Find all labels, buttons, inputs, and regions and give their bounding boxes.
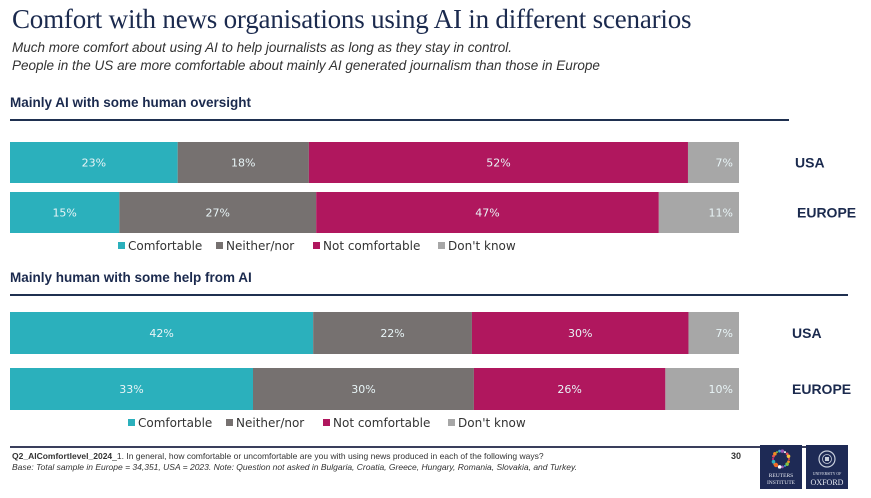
oxford-logo-line-2: OXFORD <box>810 478 844 487</box>
legend-label-comfortable: Comfortable <box>128 239 202 253</box>
chart-2-divider <box>10 294 848 296</box>
reuters-logo-dot <box>788 458 790 460</box>
legend-swatch-not-comfortable <box>323 419 330 426</box>
chart-1-title: Mainly AI with some human oversight <box>10 95 252 110</box>
legend-swatch-comfortable <box>128 419 135 426</box>
reuters-logo-line-1: REUTERS <box>768 473 794 479</box>
reuters-logo-dot <box>777 465 782 469</box>
reuters-institute-logo: REUTERS INSTITUTE <box>760 445 802 489</box>
subtitle-line-2: People in the US are more comfortable ab… <box>12 58 600 73</box>
legend-swatch-neither-nor <box>226 419 233 426</box>
legend-swatch-comfortable <box>118 242 125 249</box>
bar-segment-europe-dont-know <box>665 368 739 410</box>
reuters-logo-dot <box>786 454 791 459</box>
bar-segment-usa-comfortable <box>10 142 178 183</box>
legend-label-comfortable: Comfortable <box>138 416 212 430</box>
category-label-usa: USA <box>792 325 822 341</box>
reuters-logo-dot <box>784 451 786 454</box>
data-label-usa-not-comfortable: 30% <box>568 327 592 340</box>
reuters-logo-dot <box>780 465 784 469</box>
reuters-logo-dot <box>784 464 786 467</box>
legend-label-dont-know: Don't know <box>448 239 516 253</box>
data-label-europe-comfortable: 33% <box>119 383 143 396</box>
subtitle-line-1: Much more comfort about using AI to help… <box>12 40 513 55</box>
legend-label-not-comfortable: Not comfortable <box>323 239 420 253</box>
chart-human-with-ai-help: 42% 22% 30% 7% USA 33% 30% 26% 10% EUROPE Comforta… <box>10 312 851 430</box>
reuters-logo-dot <box>773 462 779 468</box>
chart-2-title: Mainly human with some help from AI <box>10 270 252 285</box>
data-label-europe-not-comfortable: 26% <box>557 383 581 396</box>
question-code: Q2_AIComfortlevel_2024 <box>12 451 113 461</box>
bar-segment-europe-comfortable <box>10 368 253 410</box>
reuters-logo-line-2: INSTITUTE <box>766 480 796 486</box>
question-text: _1. In general, how comfortable or uncom… <box>112 451 544 461</box>
legend-swatch-not-comfortable <box>313 242 320 249</box>
bar-segment-europe-dont-know <box>658 192 739 233</box>
legend-label-neither-nor: Neither/nor <box>226 239 294 253</box>
data-label-usa-not-comfortable: 52% <box>486 157 510 170</box>
reuters-logo-dot <box>771 459 776 464</box>
reuters-logo-dot <box>785 462 789 466</box>
oxford-logo-line-1: UNIVERSITY OF <box>812 472 842 476</box>
reuters-logo-dot <box>776 451 778 454</box>
legend-swatch-dont-know <box>438 242 445 249</box>
footer-divider <box>10 446 848 448</box>
reuters-logo-dot <box>785 452 789 456</box>
chart-ai-oversight: 23% 18% 52% 7% USA 15% 27% 47% 11% EUROPE Comforta… <box>10 142 856 253</box>
category-label-europe: EUROPE <box>792 381 851 397</box>
legend-label-dont-know: Don't know <box>458 416 526 430</box>
page-title: Comfort with news organisations using AI… <box>12 4 692 34</box>
reuters-logo-dot <box>778 449 782 453</box>
bar-segment-usa-neither-nor <box>177 142 309 183</box>
reuters-logo-dot <box>787 460 790 464</box>
data-label-europe-dont-know: 10% <box>709 383 733 396</box>
footnote-question: Q2_AIComfortlevel_2024_1. In general, ho… <box>12 451 544 461</box>
bar-segment-usa-dont-know <box>687 142 739 183</box>
data-label-usa-dont-know: 7% <box>716 157 733 170</box>
data-label-europe-dont-know: 11% <box>709 207 733 220</box>
bar-segment-europe-neither-nor <box>253 368 474 410</box>
legend-label-not-comfortable: Not comfortable <box>333 416 430 430</box>
oxford-university-logo: UNIVERSITY OF OXFORD <box>806 445 848 489</box>
category-label-europe: EUROPE <box>797 205 856 221</box>
bar-segment-europe-not-comfortable <box>316 192 659 233</box>
data-label-europe-neither-nor: 30% <box>351 383 375 396</box>
data-label-europe-not-comfortable: 47% <box>475 207 499 220</box>
bar-segment-usa-comfortable <box>10 312 314 354</box>
bar-segment-europe-not-comfortable <box>473 368 666 410</box>
data-label-europe-neither-nor: 27% <box>206 207 230 220</box>
footnote-base: Base: Total sample in Europe = 34,351, U… <box>12 462 577 472</box>
bar-segment-europe-comfortable <box>10 192 120 233</box>
page-number: 30 <box>731 451 742 461</box>
data-label-usa-comfortable: 42% <box>149 327 173 340</box>
reuters-dots-icon <box>771 449 791 469</box>
data-label-usa-neither-nor: 18% <box>231 157 255 170</box>
bar-segment-europe-neither-nor <box>119 192 317 233</box>
bar-segment-usa-neither-nor <box>313 312 472 354</box>
oxford-crest-icon <box>818 450 836 468</box>
category-label-usa: USA <box>795 155 825 171</box>
bar-segment-usa-dont-know <box>688 312 739 354</box>
legend-swatch-dont-know <box>448 419 455 426</box>
legend-label-neither-nor: Neither/nor <box>236 416 304 430</box>
data-label-europe-comfortable: 15% <box>52 207 76 220</box>
reuters-logo-dot <box>780 449 785 453</box>
data-label-usa-neither-nor: 22% <box>380 327 404 340</box>
chart-1-divider <box>10 119 789 121</box>
reuters-logo-dot <box>773 452 777 456</box>
bar-segment-usa-not-comfortable <box>308 142 688 183</box>
data-label-usa-dont-know: 7% <box>716 327 733 340</box>
legend-swatch-neither-nor <box>216 242 223 249</box>
reuters-logo-dot <box>772 458 774 460</box>
data-label-usa-comfortable: 23% <box>82 157 106 170</box>
reuters-logo-dot <box>772 454 775 458</box>
bar-segment-usa-not-comfortable <box>471 312 689 354</box>
